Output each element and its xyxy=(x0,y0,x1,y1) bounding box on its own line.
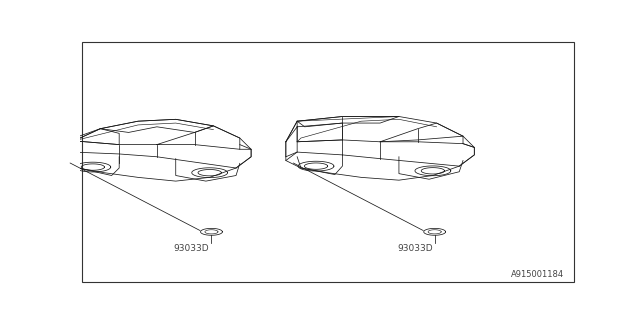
Text: 93033D: 93033D xyxy=(397,244,433,253)
Text: A915001184: A915001184 xyxy=(511,270,564,279)
Text: 93033D: 93033D xyxy=(174,244,209,253)
